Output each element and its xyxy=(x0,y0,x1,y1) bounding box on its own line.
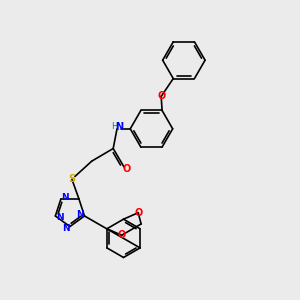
Text: N: N xyxy=(56,213,64,222)
Text: N: N xyxy=(115,122,123,132)
Text: N: N xyxy=(76,210,84,219)
Text: O: O xyxy=(134,208,142,218)
Text: O: O xyxy=(118,230,126,240)
Text: O: O xyxy=(122,164,130,173)
Text: H: H xyxy=(112,122,118,131)
Text: N: N xyxy=(61,193,69,202)
Text: S: S xyxy=(68,174,76,184)
Text: O: O xyxy=(157,92,165,101)
Text: N: N xyxy=(62,224,69,232)
